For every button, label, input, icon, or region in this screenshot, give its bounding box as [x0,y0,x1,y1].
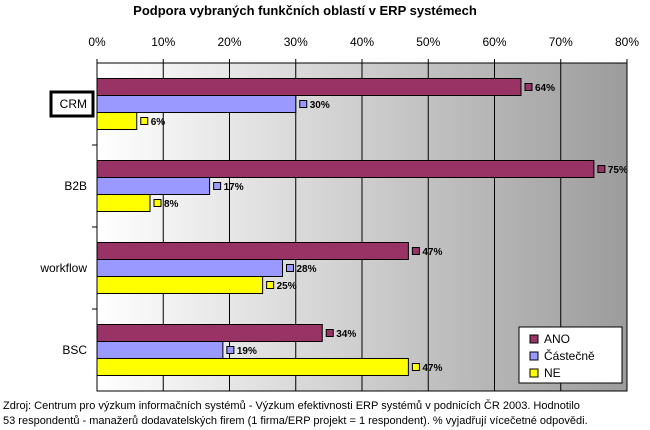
source-note-line-2: 53 respondentů - manažerů dodavatelských… [3,415,588,427]
bar [96,112,138,130]
data-label-marker [286,264,294,272]
x-tick-label: 60% [482,35,506,49]
data-label: 8% [164,199,179,210]
data-label-marker [153,199,162,207]
bar [96,194,151,212]
x-tick-label: 0% [88,35,106,49]
bar [96,276,264,294]
x-tick-label: 80% [615,35,639,49]
bar [96,160,595,178]
data-label: 34% [336,329,356,340]
category-axis: CRM B2B workflow BSC [39,90,97,357]
legend-label: ANO [544,332,570,346]
data-label: 28% [297,264,317,275]
category-label: workflow [39,261,87,275]
data-label: 6% [151,117,166,128]
legend-swatch [529,368,539,378]
data-label: 30% [310,100,330,111]
data-label: 47% [422,363,442,374]
x-tick-label: 50% [416,35,440,49]
bar [96,177,211,195]
x-tick-label: 10% [151,35,175,49]
data-label: 47% [422,247,442,258]
data-label-marker [411,363,420,371]
data-label: 17% [224,182,244,193]
data-label-marker [226,346,235,354]
data-label-marker [597,165,606,173]
bar [96,242,409,260]
category-highlight-box [49,90,95,118]
data-label: 64% [535,83,555,94]
bar [96,324,323,342]
data-label-marker [524,83,533,91]
x-tick-label: 40% [350,35,374,49]
legend-swatch [529,351,539,361]
x-axis-ticks: 0% 10% 20% 30% 40% 50% 60% 70% 80% [88,35,639,63]
legend-swatch [529,334,539,344]
category-label: CRM [60,97,87,111]
data-label: 19% [237,346,257,357]
bar [96,341,224,359]
source-note: Zdroj: Centrum pro výzkum informačních s… [3,399,649,429]
bar [96,78,522,96]
bar [96,259,283,277]
data-label: 25% [277,281,297,292]
legend: ANO Částečně NE [518,326,623,384]
bar [96,358,409,376]
source-note-line-1: Zdroj: Centrum pro výzkum informačních s… [3,400,580,412]
category-label: B2B [64,179,87,193]
data-label-marker [140,117,149,125]
bar [96,95,297,113]
data-label-marker [213,182,222,190]
data-label-marker [411,247,420,255]
bar-chart: Podpora vybraných funkčních oblastí v ER… [39,3,639,392]
bars: 64% 30% 6% 75% 17% 8% 47% 28%25% 34% 19% 47% [96,78,628,376]
x-tick-label: 30% [284,35,308,49]
chart-title: Podpora vybraných funkčních oblastí v ER… [133,3,477,18]
category-label: BSC [62,343,87,357]
data-label-marker [299,100,308,108]
legend-label: NE [544,366,561,380]
legend-label: Částečně [544,348,595,363]
data-label: 75% [608,165,628,176]
x-tick-label: 20% [217,35,241,49]
data-label-marker [325,329,334,337]
data-label-marker [266,281,275,289]
x-tick-label: 70% [549,35,573,49]
